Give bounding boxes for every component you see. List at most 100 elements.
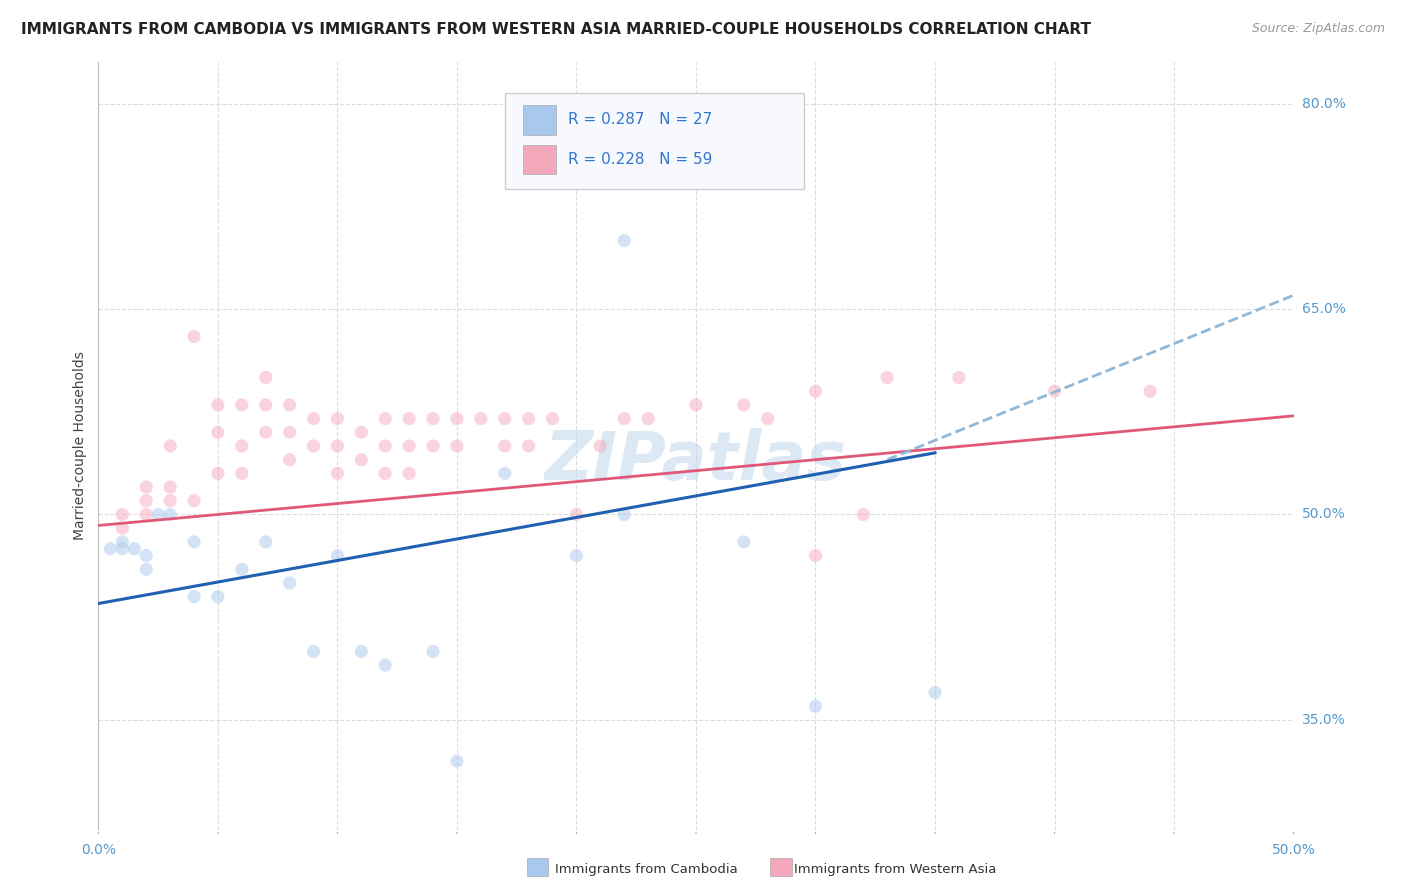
Point — [852, 508, 875, 522]
Point — [159, 480, 181, 494]
Point — [494, 439, 516, 453]
Point — [111, 541, 134, 556]
Point — [326, 411, 349, 425]
Point — [207, 398, 229, 412]
Point — [565, 508, 588, 522]
Point — [278, 452, 301, 467]
Point — [207, 590, 229, 604]
Point — [111, 535, 134, 549]
Point — [565, 549, 588, 563]
Point — [231, 398, 253, 412]
Point — [494, 411, 516, 425]
Point — [613, 508, 636, 522]
Point — [135, 562, 157, 576]
Point — [183, 329, 205, 343]
Point — [613, 411, 636, 425]
Point — [350, 452, 373, 467]
Point — [733, 535, 755, 549]
Point — [135, 508, 157, 522]
Point — [326, 467, 349, 481]
Y-axis label: Married-couple Households: Married-couple Households — [73, 351, 87, 541]
Point — [135, 549, 157, 563]
Point — [374, 467, 396, 481]
Point — [589, 439, 612, 453]
Text: R = 0.228   N = 59: R = 0.228 N = 59 — [568, 153, 713, 168]
Point — [98, 541, 122, 556]
Point — [470, 411, 492, 425]
Point — [422, 644, 444, 658]
Text: ZIPatlas: ZIPatlas — [546, 428, 846, 494]
Point — [804, 699, 827, 714]
Point — [326, 439, 349, 453]
Point — [948, 370, 970, 384]
Text: Source: ZipAtlas.com: Source: ZipAtlas.com — [1251, 22, 1385, 36]
Text: 80.0%: 80.0% — [1302, 96, 1346, 111]
Text: 50.0%: 50.0% — [1302, 508, 1346, 522]
Point — [135, 493, 157, 508]
Text: Immigrants from Western Asia: Immigrants from Western Asia — [794, 863, 997, 876]
Point — [183, 535, 205, 549]
Point — [207, 467, 229, 481]
Point — [254, 398, 277, 412]
Point — [924, 685, 946, 699]
Point — [254, 425, 277, 440]
Point — [207, 425, 229, 440]
Point — [231, 467, 253, 481]
Point — [422, 439, 444, 453]
Point — [1043, 384, 1066, 399]
Point — [124, 541, 146, 556]
Point — [159, 508, 181, 522]
Text: 50.0%: 50.0% — [1271, 844, 1316, 857]
Text: IMMIGRANTS FROM CAMBODIA VS IMMIGRANTS FROM WESTERN ASIA MARRIED-COUPLE HOUSEHOL: IMMIGRANTS FROM CAMBODIA VS IMMIGRANTS F… — [21, 22, 1091, 37]
Text: 35.0%: 35.0% — [1302, 713, 1346, 727]
Point — [374, 658, 396, 673]
FancyBboxPatch shape — [505, 93, 804, 189]
Point — [733, 398, 755, 412]
Point — [876, 370, 898, 384]
Point — [302, 439, 325, 453]
Point — [159, 493, 181, 508]
Point — [148, 508, 170, 522]
Point — [231, 439, 253, 453]
Bar — [523, 105, 557, 135]
Text: 0.0%: 0.0% — [82, 844, 115, 857]
Point — [398, 411, 420, 425]
Point — [685, 398, 707, 412]
Bar — [527, 858, 548, 876]
Point — [446, 411, 468, 425]
Point — [231, 562, 253, 576]
Point — [302, 644, 325, 658]
Point — [374, 411, 396, 425]
Point — [278, 425, 301, 440]
Point — [183, 493, 205, 508]
Point — [613, 234, 636, 248]
Point — [422, 411, 444, 425]
Point — [446, 754, 468, 768]
Text: 65.0%: 65.0% — [1302, 302, 1346, 316]
Point — [159, 439, 181, 453]
Point — [111, 521, 134, 535]
Point — [804, 549, 827, 563]
Point — [756, 411, 779, 425]
Point — [398, 439, 420, 453]
Point — [517, 411, 540, 425]
Point — [278, 576, 301, 591]
Point — [254, 370, 277, 384]
Point — [804, 384, 827, 399]
Text: Immigrants from Cambodia: Immigrants from Cambodia — [555, 863, 738, 876]
Point — [254, 535, 277, 549]
Point — [350, 644, 373, 658]
Point — [398, 467, 420, 481]
Point — [350, 425, 373, 440]
Point — [278, 398, 301, 412]
Point — [541, 411, 564, 425]
Text: R = 0.287   N = 27: R = 0.287 N = 27 — [568, 112, 713, 128]
Bar — [770, 858, 792, 876]
Point — [446, 439, 468, 453]
Point — [326, 549, 349, 563]
Point — [494, 467, 516, 481]
Point — [302, 411, 325, 425]
Point — [135, 480, 157, 494]
Point — [183, 590, 205, 604]
Point — [1139, 384, 1161, 399]
